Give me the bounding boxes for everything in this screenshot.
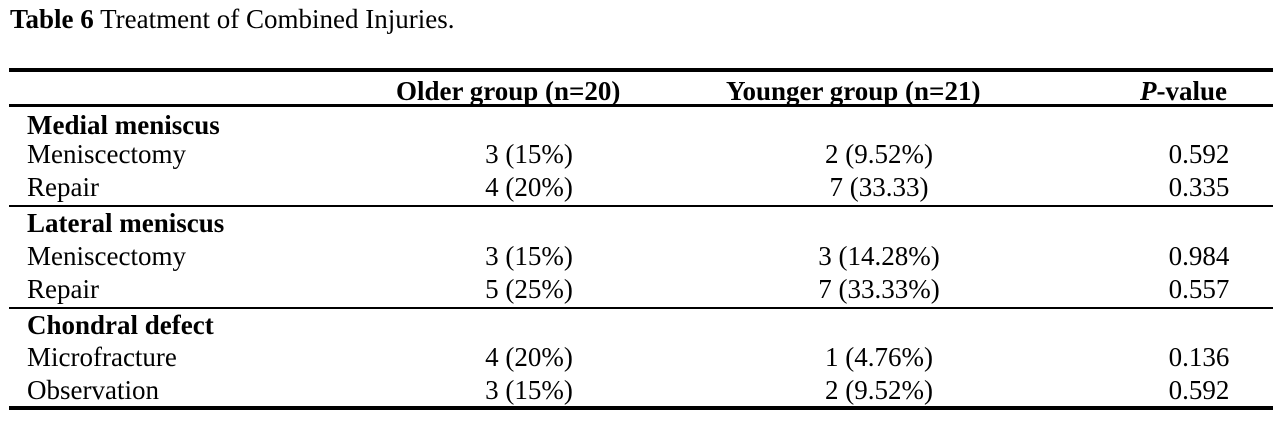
table-row: Repair 5 (25%) 7 (33.33%) 0.557 xyxy=(9,273,1273,306)
younger-value: 2 (9.52%) xyxy=(825,139,933,169)
younger-value: 3 (14.28%) xyxy=(818,241,940,271)
table-bottom-rule xyxy=(9,406,1273,410)
section-row-lateral-meniscus: Lateral meniscus xyxy=(9,207,1273,240)
header-p-value: P-value xyxy=(1140,72,1260,106)
table-label: Table 6 xyxy=(10,4,94,34)
older-value: 3 (15%) xyxy=(485,241,573,271)
section-title: Medial meniscus xyxy=(27,110,220,140)
p-value: 0.592 xyxy=(1168,375,1230,405)
header-p-rest: -value xyxy=(1156,76,1228,106)
table-title: Treatment of Combined Injuries. xyxy=(100,4,455,34)
header-rule xyxy=(9,104,1273,107)
older-value: 5 (25%) xyxy=(485,274,573,304)
section-row-medial-meniscus: Medial meniscus xyxy=(9,109,1273,142)
row-name: Repair xyxy=(27,274,99,304)
header-older-group: Older group (n=20) xyxy=(396,76,621,106)
table-row: Microfracture 4 (20%) 1 (4.76%) 0.136 xyxy=(9,341,1273,374)
p-value: 0.557 xyxy=(1168,274,1230,304)
section-row-chondral-defect: Chondral defect xyxy=(9,309,1273,342)
younger-value: 7 (33.33) xyxy=(829,172,929,202)
row-name: Observation xyxy=(27,375,159,405)
younger-value: 2 (9.52%) xyxy=(825,375,933,405)
younger-value: 7 (33.33%) xyxy=(818,274,940,304)
table-row: Meniscectomy 3 (15%) 3 (14.28%) 0.984 xyxy=(9,240,1273,273)
table-row: Meniscectomy 3 (15%) 2 (9.52%) 0.592 xyxy=(9,138,1273,171)
p-value: 0.335 xyxy=(1168,172,1230,202)
section-rule xyxy=(9,307,1273,309)
table-caption: Table 6 Treatment of Combined Injuries. xyxy=(10,2,455,36)
section-title: Lateral meniscus xyxy=(27,208,225,238)
older-value: 3 (15%) xyxy=(485,375,573,405)
older-value: 3 (15%) xyxy=(485,139,573,169)
row-name: Meniscectomy xyxy=(27,241,186,271)
header-younger-group: Younger group (n=21) xyxy=(726,76,981,106)
p-value: 0.136 xyxy=(1168,342,1230,372)
table-row: Repair 4 (20%) 7 (33.33) 0.335 xyxy=(9,171,1273,204)
older-value: 4 (20%) xyxy=(485,172,573,202)
section-rule xyxy=(9,205,1273,207)
younger-value: 1 (4.76%) xyxy=(825,342,933,372)
p-value: 0.592 xyxy=(1168,139,1230,169)
row-name: Meniscectomy xyxy=(27,139,186,169)
header-p-italic: P xyxy=(1140,76,1157,106)
row-name: Repair xyxy=(27,172,99,202)
table-top-rule xyxy=(9,68,1273,72)
p-value: 0.984 xyxy=(1168,241,1230,271)
row-name: Microfracture xyxy=(27,342,177,372)
table-row: Observation 3 (15%) 2 (9.52%) 0.592 xyxy=(9,374,1273,407)
older-value: 4 (20%) xyxy=(485,342,573,372)
section-title: Chondral defect xyxy=(27,310,214,340)
